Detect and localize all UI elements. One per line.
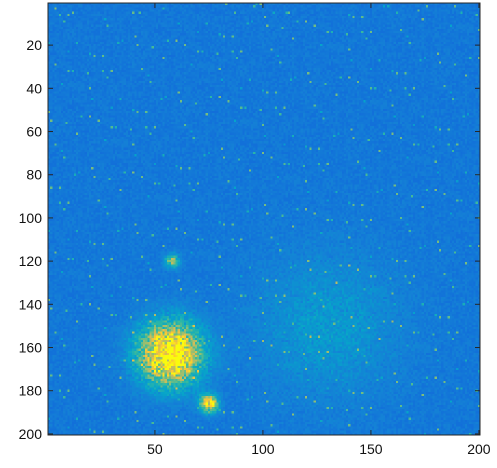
y-tick-label: 160 (19, 340, 43, 356)
heatmap-image-container (48, 3, 480, 435)
y-tick-label: 80 (26, 167, 42, 183)
x-tick-label: 150 (359, 441, 383, 457)
y-tick-label: 180 (19, 383, 43, 399)
y-axis: 20 40 60 80 100 120 140 160 180 200 (19, 37, 480, 442)
y-tick-label: 200 (19, 426, 43, 442)
y-tick-label: 60 (26, 124, 42, 140)
x-tick-label: 100 (251, 441, 275, 457)
y-tick-label: 20 (26, 37, 42, 53)
y-tick-label: 40 (26, 80, 42, 96)
y-tick-label: 140 (19, 296, 43, 312)
y-tick-label: 100 (19, 210, 43, 226)
x-tick-label: 50 (147, 441, 163, 457)
y-tick-label: 120 (19, 253, 43, 269)
x-tick-label: 200 (467, 441, 491, 457)
heatmap-image (48, 3, 480, 435)
plot-area (47, 2, 481, 436)
plot-frame (47, 2, 481, 436)
